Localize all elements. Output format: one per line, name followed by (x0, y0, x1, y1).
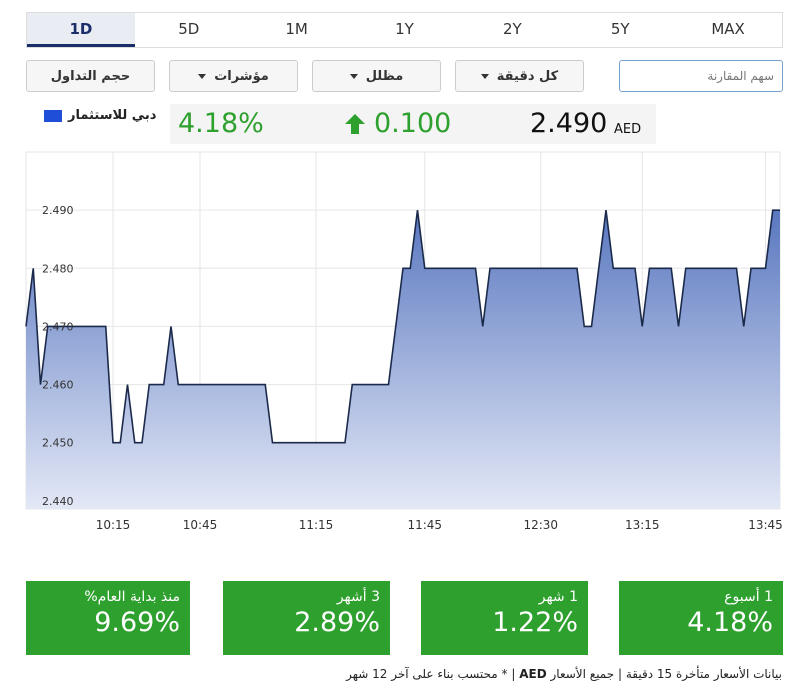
range-tab[interactable]: 5D (178, 20, 200, 38)
change: 0.100 (374, 108, 452, 139)
footer-note: | * محتسب بناء على آخر 12 شهر (346, 667, 516, 681)
footer-text: بيانات الأسعار متأخرة 15 دقيقة | جميع ال… (550, 667, 782, 681)
range-tabs: 1D 5D 1M 1Y 2Y 5Y MAX (26, 12, 783, 48)
dropdown-label: حجم التداول (50, 68, 131, 84)
stat-box: 1 شهر 1.22% (421, 581, 588, 655)
compare-input[interactable]: سهم المقارنة (619, 60, 783, 92)
y-tick-label: 2.470 (42, 320, 74, 333)
x-tick-label: 13:45 (748, 518, 783, 532)
dropdown-caret (480, 73, 489, 79)
legend-swatch (44, 110, 62, 122)
stat-box: 3 أشهر 2.89% (223, 581, 390, 655)
dropdown-label: مظلل (365, 68, 404, 84)
stat-label: 3 أشهر (336, 589, 380, 605)
up-arrow (345, 114, 365, 134)
range-tab[interactable]: 1M (285, 20, 308, 38)
stat-value: 1.22% (492, 607, 578, 638)
dropdown[interactable]: مظلل (312, 60, 441, 92)
y-tick-label: 2.460 (42, 379, 74, 392)
y-tick-label: 2.480 (42, 262, 74, 275)
stock-name: دبي للاستثمار (68, 108, 157, 123)
y-tick-label: 2.490 (42, 204, 74, 217)
stat-value: 9.69% (94, 607, 180, 638)
quote-box (170, 104, 656, 144)
dropdown-caret (198, 73, 207, 79)
x-tick-label: 10:45 (183, 518, 218, 532)
footer-currency: AED (519, 667, 547, 681)
stat-label: منذ بداية العام% (84, 589, 180, 605)
range-tab[interactable]: MAX (711, 20, 745, 38)
line (25, 209, 780, 444)
dropdown-label: مؤشرات (214, 68, 269, 84)
stat-value: 2.89% (294, 607, 380, 638)
stat-value: 4.18% (687, 607, 773, 638)
x-tick-label: 11:45 (407, 518, 442, 532)
x-tick-label: 10:15 (96, 518, 131, 532)
price: 2.490 (530, 108, 608, 139)
stat-box: منذ بداية العام% 9.69% (26, 581, 190, 655)
x-tick-label: 11:15 (299, 518, 334, 532)
range-tab[interactable]: 2Y (503, 20, 522, 38)
stat-box: 1 أسبوع 4.18% (619, 581, 783, 655)
range-tab[interactable]: 1D (27, 13, 135, 47)
y-tick-label: 2.440 (42, 495, 74, 508)
chart: 10:15 10:45 11:15 11:45 12:30 13:15 13:45 2.440… (25, 151, 783, 532)
area (26, 210, 780, 510)
x-tick-label: 13:15 (625, 518, 660, 532)
range-tab[interactable]: 5Y (610, 20, 630, 38)
dropdown-label: كل دقيقة (496, 68, 559, 84)
change-pct: 4.18% (178, 108, 264, 139)
dropdown-caret (349, 73, 358, 79)
stat-label: 1 شهر (538, 589, 578, 605)
y-tick-label: 2.450 (42, 437, 74, 450)
currency: AED (614, 122, 642, 137)
dropdown[interactable]: كل دقيقة (455, 60, 584, 92)
dropdown[interactable]: مؤشرات (169, 60, 298, 92)
footer: بيانات الأسعار متأخرة 15 دقيقة | جميع ال… (346, 667, 782, 681)
dropdown[interactable]: حجم التداول (26, 60, 155, 92)
x-tick-label: 12:30 (523, 518, 558, 532)
stat-label: 1 أسبوع (724, 589, 773, 605)
range-tab[interactable]: 1Y (395, 20, 414, 38)
